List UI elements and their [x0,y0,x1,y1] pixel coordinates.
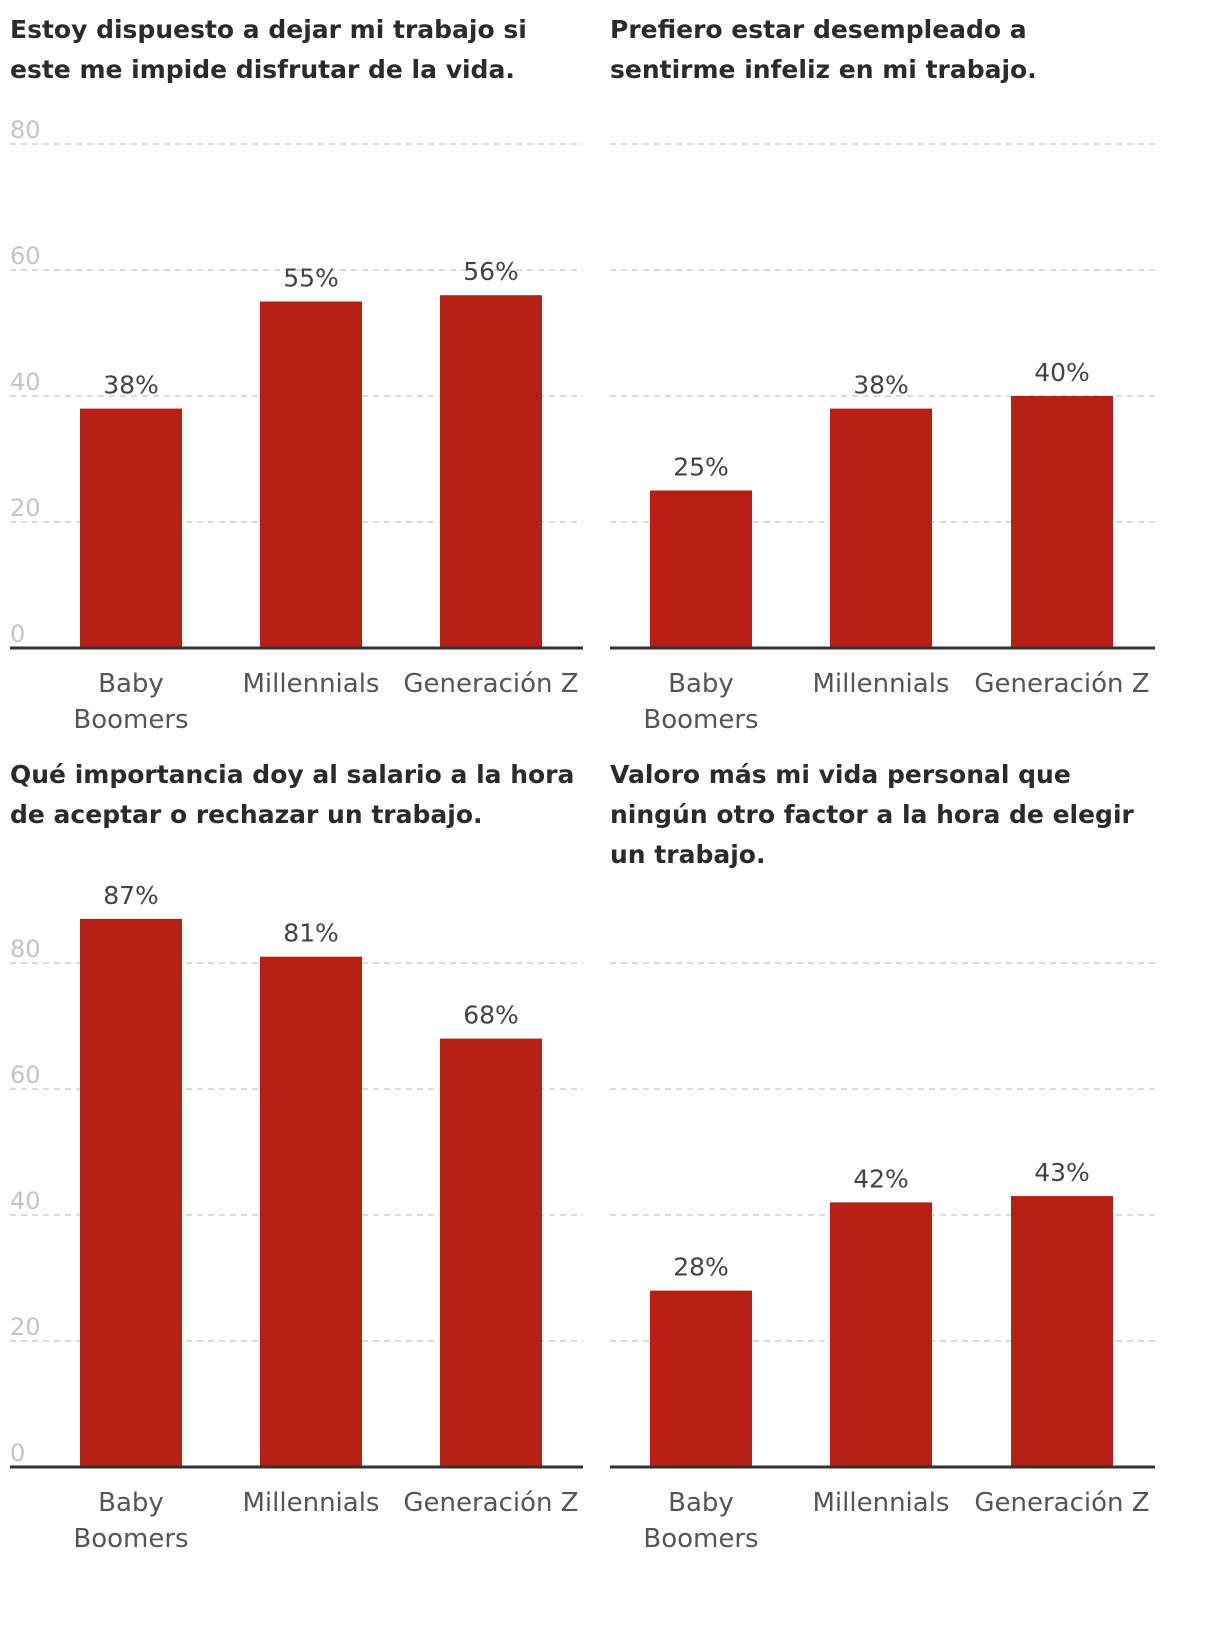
chart-title: Estoy dispuesto a dejar mi trabajo si es… [10,15,527,84]
bar [1011,396,1113,648]
bar-chart: 0 20 40 60 80 87% 81% 68% Baby Boomers Millennials… [10,881,583,1554]
bar-chart: 28% 42% 43% Baby Boomers Millennials Generació… [610,962,1155,1554]
data-label: 28% [673,1253,729,1282]
bar [830,408,932,648]
x-tick-label: Generación Z [974,1488,1149,1518]
y-tick-label: 20 [10,1313,41,1341]
bar [440,295,542,648]
bar [650,490,752,648]
y-tick-label: 80 [10,116,41,144]
chart-panel-2: Prefiero estar desempleado a sentirme in… [610,10,1160,740]
data-label: 42% [853,1164,909,1193]
chart-panel-4: Valoro más mi vida personal que ningún o… [610,755,1160,1645]
y-tick-label: 40 [10,368,41,396]
x-tick-label: Millennials [243,1488,380,1518]
y-tick-label: 60 [10,1061,41,1089]
data-label: 38% [103,371,159,400]
x-tick-label: Baby Boomers [643,669,758,735]
bar-chart: 0 20 40 60 80 38% 55% 56% Baby Boomers Millennials… [10,116,583,735]
x-tick-label: Generación Z [403,1488,578,1518]
data-label: 81% [283,919,339,948]
x-tick-label: Generación Z [974,669,1149,699]
bar [80,408,182,648]
chart-title: Prefiero estar desempleado a sentirme in… [610,15,1037,84]
data-label: 68% [463,1001,519,1030]
x-tick-label: Baby Boomers [73,669,188,735]
bar-chart: 25% 38% 40% Baby Boomers Millennials Generació… [610,143,1155,735]
y-tick-label: 0 [10,1439,25,1467]
x-tick-label: Millennials [243,669,380,699]
x-tick-label: Millennials [813,669,950,699]
data-label: 25% [673,453,729,482]
data-label: 43% [1034,1158,1090,1187]
x-tick-label: Baby Boomers [643,1488,758,1554]
y-tick-label: 60 [10,242,41,270]
data-label: 56% [463,257,519,286]
bar [440,1038,542,1467]
x-tick-label: Generación Z [403,669,578,699]
data-label: 87% [103,881,159,910]
bar [830,1202,932,1467]
data-label: 55% [283,264,339,293]
bar [1011,1196,1113,1467]
x-tick-label: Millennials [813,1488,950,1518]
y-tick-label: 40 [10,1187,41,1215]
bar [260,956,362,1467]
bar [650,1290,752,1467]
y-tick-label: 0 [10,620,25,648]
data-label: 40% [1034,358,1090,387]
bar [80,918,182,1467]
chart-panel-1: Estoy dispuesto a dejar mi trabajo si es… [10,10,585,740]
chart-title: Valoro más mi vida personal que ningún o… [610,760,1134,869]
bar [260,301,362,648]
y-tick-label: 80 [10,935,41,963]
data-label: 38% [853,371,909,400]
chart-panel-3: Qué importancia doy al salario a la hora… [10,755,585,1645]
x-tick-label: Baby Boomers [73,1488,188,1554]
y-tick-label: 20 [10,494,41,522]
chart-title: Qué importancia doy al salario a la hora… [10,760,575,829]
